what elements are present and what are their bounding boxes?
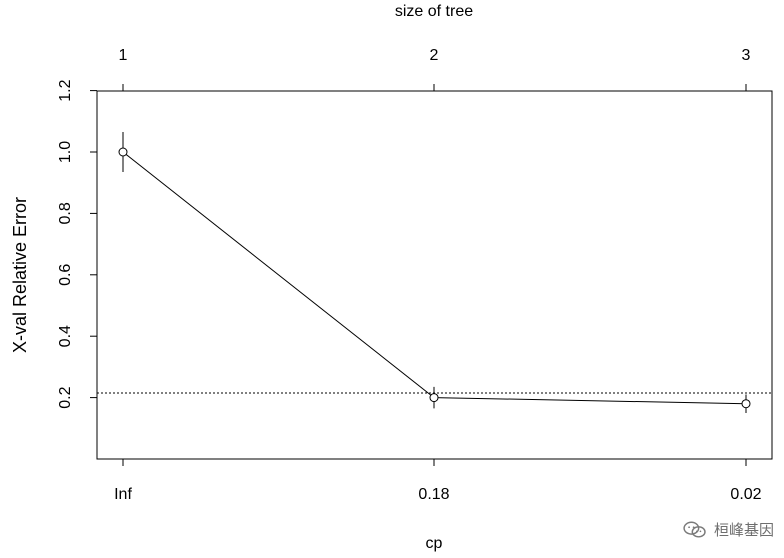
x-axis-label: cp [426, 535, 443, 552]
data-point [429, 393, 439, 403]
top-axis-label: size of tree [395, 3, 473, 20]
watermark-text: 桓峰基因 [713, 521, 774, 539]
series-line-segment [433, 397, 747, 405]
y-tick-label: 0.8 [57, 202, 74, 224]
watermark: 桓峰基因 [682, 519, 774, 540]
y-tick-label: 1.2 [57, 79, 74, 101]
data-point [741, 399, 751, 409]
y-tick-label: 0.4 [57, 325, 74, 347]
x-tick-label: Inf [114, 486, 132, 503]
wechat-icon [683, 521, 706, 538]
top-tick-label: 2 [430, 47, 439, 64]
top-tick-label: 3 [742, 47, 751, 64]
y-tick-label: 1.0 [57, 141, 74, 163]
y-tick-label: 0.6 [57, 264, 74, 286]
x-tick-label: 0.18 [418, 486, 449, 503]
data-point [118, 147, 128, 157]
y-axis-label: X-val Relative Error [10, 197, 30, 353]
y-tick-label: 0.2 [57, 386, 74, 408]
series-line-segment [122, 151, 435, 398]
x-tick-label: 0.02 [730, 486, 761, 503]
top-tick-label: 1 [119, 47, 128, 64]
